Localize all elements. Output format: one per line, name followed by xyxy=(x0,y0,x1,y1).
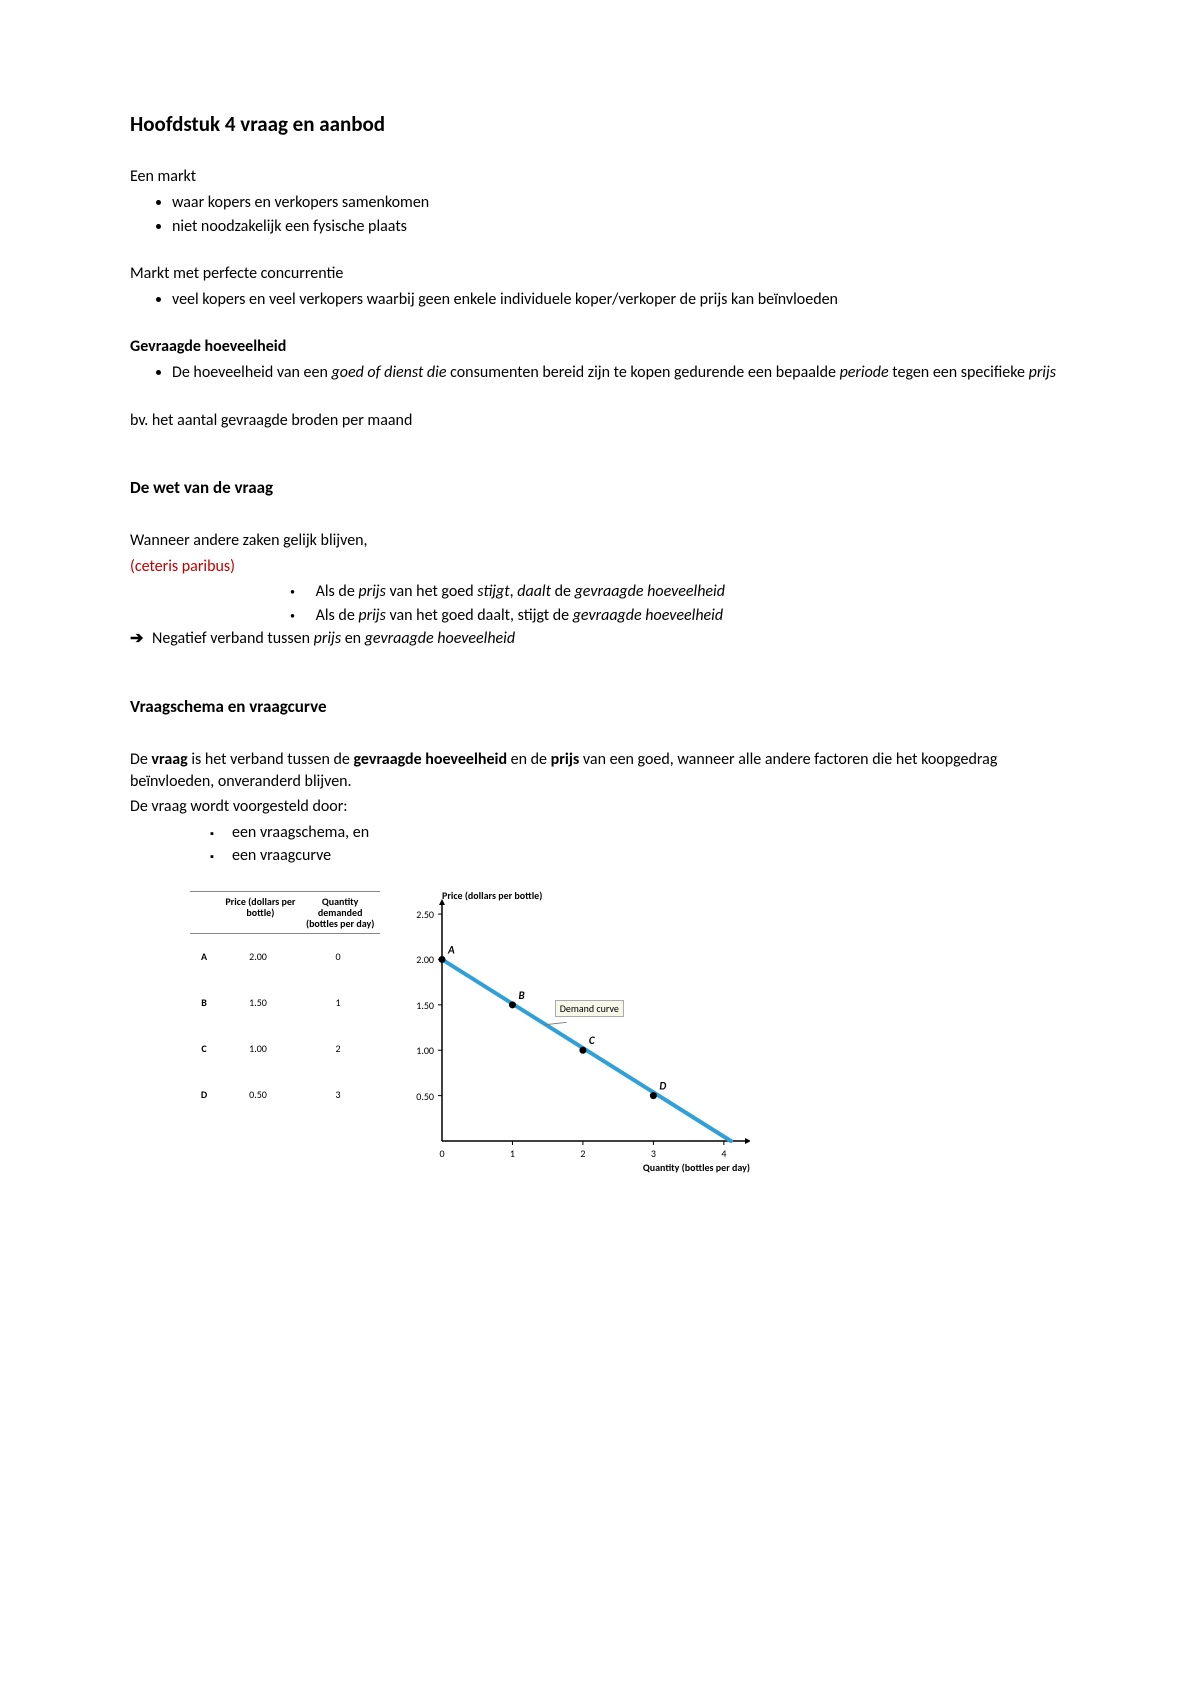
section-heading: Vraagschema en vraagcurve xyxy=(130,696,1070,719)
demand-curve-label: Demand curve xyxy=(555,1000,624,1017)
list-item: niet noodzakelijk een fysische plaats xyxy=(172,216,1070,238)
conclusion-line: ➔Negatief verband tussen prijs en gevraa… xyxy=(130,628,1070,650)
body-text: De vraag is het verband tussen de gevraa… xyxy=(130,749,1070,792)
row-label: C xyxy=(190,1042,218,1056)
body-text: Wanneer andere zaken gelijk blijven, xyxy=(130,530,1070,552)
price-cell: 2.00 xyxy=(218,950,298,964)
highlight-text: (ceteris paribus) xyxy=(130,556,1070,578)
y-tick-label: 1.50 xyxy=(394,999,434,1013)
chart-svg: A B C D xyxy=(390,891,750,1171)
x-axis-title: Quantity (bottles per day) xyxy=(643,1161,750,1175)
row-label: A xyxy=(190,950,218,964)
list-item: Als de prijs van het goed stijgt, daalt … xyxy=(290,581,1070,603)
price-cell: 1.50 xyxy=(218,996,298,1010)
section-heading: Een markt xyxy=(130,166,1070,188)
demand-curve-chart: Price (dollars per bottle) ABCD Quantity… xyxy=(390,891,750,1171)
svg-text:D: D xyxy=(659,1080,666,1093)
body-text: De vraag wordt voorgesteld door: xyxy=(130,796,1070,818)
price-cell: 1.00 xyxy=(218,1042,298,1056)
x-tick-label: 2 xyxy=(580,1147,585,1161)
row-label: B xyxy=(190,996,218,1010)
y-tick-label: 2.50 xyxy=(394,908,434,922)
list-item: veel kopers en veel verkopers waarbij ge… xyxy=(172,289,1070,311)
table-row: D0.503 xyxy=(190,1072,380,1118)
x-tick-label: 3 xyxy=(651,1147,656,1161)
figure: Price (dollars per bottle) Quantity dema… xyxy=(130,891,1070,1171)
qty-cell: 2 xyxy=(298,1042,378,1056)
bullet-list: Als de prijs van het goed stijgt, daalt … xyxy=(290,581,1070,626)
section-heading: Gevraagde hoeveelheid xyxy=(130,336,1070,358)
price-cell: 0.50 xyxy=(218,1088,298,1102)
y-tick-label: 2.00 xyxy=(394,953,434,967)
y-tick-label: 1.00 xyxy=(394,1044,434,1058)
bullet-list: De hoeveelheid van een goed of dienst di… xyxy=(172,362,1070,384)
qty-cell: 1 xyxy=(298,996,378,1010)
table-row: A2.000 xyxy=(190,934,380,980)
list-item: De hoeveelheid van een goed of dienst di… xyxy=(172,362,1070,384)
table-header xyxy=(190,892,221,933)
demand-schedule-table: Price (dollars per bottle) Quantity dema… xyxy=(190,891,380,1118)
section-heading: De wet van de vraag xyxy=(130,477,1070,500)
qty-cell: 3 xyxy=(298,1088,378,1102)
x-tick-label: 1 xyxy=(510,1147,515,1161)
x-tick-label: 0 xyxy=(439,1147,444,1161)
list-item: Als de prijs van het goed daalt, stijgt … xyxy=(290,605,1070,627)
bullet-list: veel kopers en veel verkopers waarbij ge… xyxy=(172,289,1070,311)
section-heading: Markt met perfecte concurrentie xyxy=(130,263,1070,285)
row-label: D xyxy=(190,1088,218,1102)
svg-text:B: B xyxy=(518,989,524,1002)
y-tick-label: 0.50 xyxy=(394,1090,434,1104)
svg-text:C: C xyxy=(589,1034,596,1047)
list-item: een vraagcurve xyxy=(210,845,1070,867)
example-text: bv. het aantal gevraagde broden per maan… xyxy=(130,410,1070,432)
table-header: Price (dollars per bottle) xyxy=(221,892,301,933)
document-page: Hoofdstuk 4 vraag en aanbod Een markt wa… xyxy=(0,0,1200,1698)
list-item: waar kopers en verkopers samenkomen xyxy=(172,192,1070,214)
list-item: een vraagschema, en xyxy=(210,822,1070,844)
svg-text:A: A xyxy=(447,943,455,956)
table-header: Quantity demanded (bottles per day) xyxy=(300,892,380,933)
x-tick-label: 4 xyxy=(721,1147,726,1161)
table-row: C1.002 xyxy=(190,1026,380,1072)
y-axis-title: Price (dollars per bottle) xyxy=(442,889,542,903)
qty-cell: 0 xyxy=(298,950,378,964)
bullet-list: een vraagschema, en een vraagcurve xyxy=(210,822,1070,867)
page-title: Hoofdstuk 4 vraag en aanbod xyxy=(130,110,1070,138)
arrow-icon: ➔ xyxy=(130,628,152,650)
bullet-list: waar kopers en verkopers samenkomen niet… xyxy=(172,192,1070,237)
table-row: B1.501 xyxy=(190,980,380,1026)
